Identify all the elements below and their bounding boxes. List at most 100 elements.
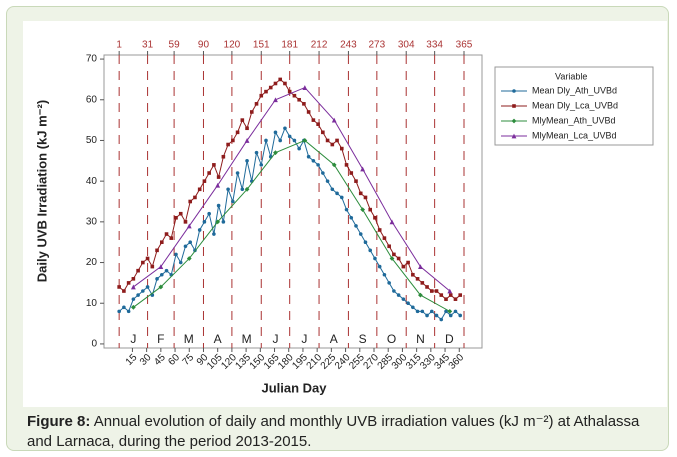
point bbox=[330, 187, 335, 192]
y-tick-label: 30 bbox=[86, 216, 98, 227]
point bbox=[169, 236, 174, 240]
point bbox=[259, 93, 264, 98]
point bbox=[216, 203, 221, 208]
month-label: A bbox=[214, 332, 222, 346]
point bbox=[349, 171, 354, 175]
point bbox=[448, 293, 453, 297]
point bbox=[183, 220, 188, 224]
point bbox=[254, 150, 259, 155]
point bbox=[316, 163, 320, 167]
point bbox=[273, 81, 278, 86]
point bbox=[368, 248, 373, 253]
point bbox=[122, 305, 126, 310]
month-label: O bbox=[387, 332, 396, 346]
point bbox=[453, 297, 458, 301]
point bbox=[283, 81, 287, 86]
point bbox=[439, 293, 444, 297]
point bbox=[411, 272, 415, 277]
point bbox=[164, 268, 169, 273]
top-tick-label: 304 bbox=[398, 40, 415, 51]
month-label: F bbox=[157, 332, 164, 346]
point bbox=[207, 171, 211, 175]
point bbox=[231, 138, 235, 143]
point bbox=[159, 272, 164, 277]
top-tick-label: 212 bbox=[311, 40, 328, 51]
point bbox=[448, 313, 453, 318]
month-label: M bbox=[242, 332, 252, 346]
point bbox=[202, 179, 207, 183]
point bbox=[382, 236, 387, 240]
y-tick-label: 0 bbox=[91, 339, 97, 350]
point bbox=[311, 118, 316, 122]
point bbox=[130, 284, 136, 290]
point bbox=[444, 297, 448, 301]
point bbox=[259, 163, 264, 167]
y-tick-label: 10 bbox=[86, 298, 98, 309]
point bbox=[373, 256, 377, 261]
point bbox=[344, 163, 349, 167]
point bbox=[145, 285, 150, 289]
point bbox=[240, 118, 245, 122]
point bbox=[330, 142, 335, 147]
point bbox=[136, 268, 140, 273]
point bbox=[306, 110, 311, 114]
point bbox=[392, 289, 396, 293]
legend-label: MlyMean_Ath_UVBd bbox=[532, 115, 616, 125]
point bbox=[183, 244, 188, 249]
point bbox=[117, 285, 121, 289]
figure: Daily UVB Irradiation (kJ m⁻²) Julian Da… bbox=[6, 6, 669, 451]
point bbox=[434, 289, 439, 293]
point bbox=[415, 277, 420, 281]
point bbox=[429, 289, 434, 293]
point bbox=[130, 304, 136, 310]
point bbox=[387, 281, 391, 285]
point bbox=[425, 313, 429, 318]
point bbox=[264, 89, 268, 94]
point bbox=[511, 133, 517, 139]
top-tick-label: 151 bbox=[253, 40, 270, 51]
point bbox=[512, 89, 516, 93]
top-tick-label: 243 bbox=[340, 40, 357, 51]
caption-text: Annual evolution of daily and monthly UV… bbox=[27, 413, 640, 450]
y-tick-label: 60 bbox=[86, 94, 98, 105]
point bbox=[226, 187, 230, 192]
point bbox=[363, 240, 368, 244]
point bbox=[396, 256, 401, 261]
point bbox=[439, 317, 444, 322]
point bbox=[202, 220, 207, 224]
point bbox=[401, 297, 406, 301]
point bbox=[311, 159, 316, 163]
point bbox=[344, 207, 349, 212]
legend-label: Mean Dly_Ath_UVBd bbox=[532, 85, 617, 95]
point bbox=[292, 93, 297, 98]
point bbox=[316, 122, 320, 126]
point bbox=[335, 138, 339, 143]
caption-label: Figure 8: bbox=[27, 413, 91, 430]
point bbox=[278, 77, 283, 82]
point bbox=[297, 97, 301, 102]
point bbox=[325, 179, 330, 183]
point bbox=[458, 313, 463, 318]
point bbox=[434, 313, 439, 318]
point bbox=[164, 232, 169, 236]
point bbox=[141, 289, 145, 293]
point bbox=[453, 309, 458, 314]
point bbox=[186, 256, 192, 261]
point bbox=[360, 166, 366, 172]
y-tick-label: 50 bbox=[86, 135, 98, 146]
month-label: S bbox=[359, 332, 367, 346]
point bbox=[188, 240, 193, 244]
point bbox=[221, 154, 226, 159]
point bbox=[273, 130, 278, 135]
point bbox=[321, 171, 325, 175]
point bbox=[425, 285, 429, 289]
point bbox=[401, 264, 406, 269]
point bbox=[297, 146, 301, 151]
point bbox=[244, 138, 250, 143]
point bbox=[354, 224, 358, 228]
point bbox=[396, 293, 401, 297]
point bbox=[392, 252, 396, 257]
month-label: A bbox=[330, 332, 338, 346]
point bbox=[331, 117, 337, 123]
y-axis-label: Daily UVB Irradiation (kJ m⁻²) bbox=[34, 100, 49, 282]
